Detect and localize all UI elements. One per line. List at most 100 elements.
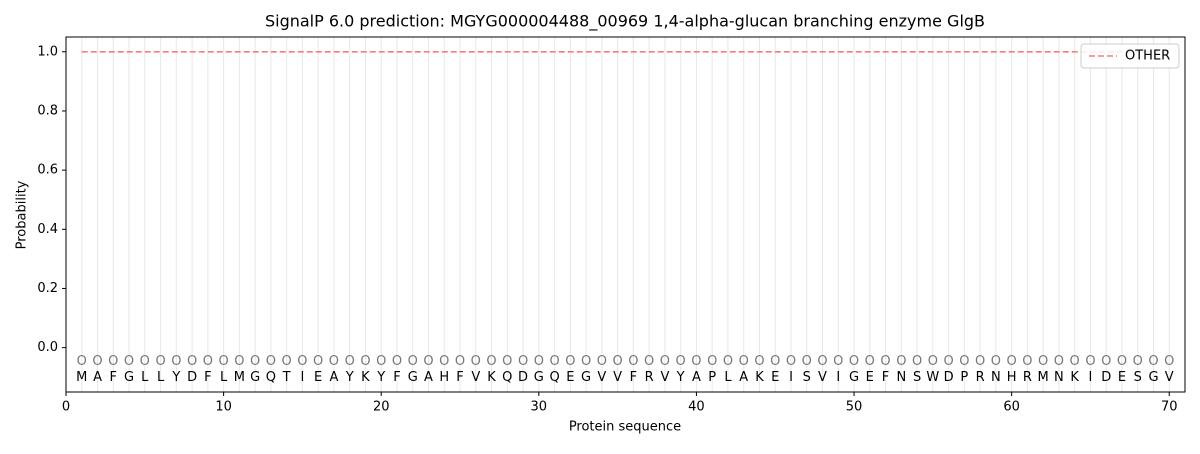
region-label: O bbox=[581, 354, 591, 369]
region-label: O bbox=[534, 354, 544, 369]
region-label: O bbox=[912, 354, 922, 369]
plot-frame bbox=[65, 36, 1186, 393]
residue-label: V bbox=[660, 370, 669, 385]
residue-label: W bbox=[926, 370, 939, 385]
residue-label: D bbox=[518, 370, 528, 385]
residue-label: G bbox=[1148, 370, 1158, 385]
region-label: O bbox=[880, 354, 890, 369]
residue-label: R bbox=[976, 370, 985, 385]
residue-label: I bbox=[789, 370, 793, 385]
residue-label: I bbox=[300, 370, 304, 385]
region-label: O bbox=[439, 354, 449, 369]
region-label: O bbox=[1117, 354, 1127, 369]
residue-label: Y bbox=[676, 370, 685, 385]
region-label: O bbox=[975, 354, 985, 369]
residue-label: L bbox=[724, 370, 732, 385]
region-label: O bbox=[408, 354, 418, 369]
residue-label: Y bbox=[171, 370, 180, 385]
residue-label: E bbox=[314, 370, 322, 385]
residue-label: P bbox=[960, 370, 968, 385]
residue-label: G bbox=[534, 370, 544, 385]
region-label: O bbox=[1101, 354, 1111, 369]
residue-label: P bbox=[708, 370, 716, 385]
residue-label: H bbox=[439, 370, 449, 385]
region-label: O bbox=[1085, 354, 1095, 369]
region-label: O bbox=[1148, 354, 1158, 369]
region-label: O bbox=[833, 354, 843, 369]
residue-label: V bbox=[597, 370, 606, 385]
residue-label: D bbox=[1101, 370, 1111, 385]
x-tick-label: 10 bbox=[215, 400, 232, 415]
region-label: O bbox=[282, 354, 292, 369]
region-label: O bbox=[124, 354, 134, 369]
residue-label: F bbox=[110, 370, 117, 385]
residue-label: N bbox=[1054, 370, 1064, 385]
region-label: O bbox=[770, 354, 780, 369]
region-label: O bbox=[1164, 354, 1174, 369]
residue-label: A bbox=[692, 370, 701, 385]
region-label: O bbox=[1070, 354, 1080, 369]
y-tick-label: 0.2 bbox=[37, 281, 58, 296]
residue-label: D bbox=[187, 370, 197, 385]
x-tick-label: 40 bbox=[688, 400, 705, 415]
region-label: O bbox=[77, 354, 87, 369]
residue-label: V bbox=[818, 370, 827, 385]
region-label: O bbox=[613, 354, 623, 369]
residue-label: F bbox=[393, 370, 400, 385]
region-label: O bbox=[943, 354, 953, 369]
y-tick-label: 0.6 bbox=[37, 163, 58, 178]
legend-label: OTHER bbox=[1125, 49, 1170, 64]
legend-box bbox=[1080, 43, 1180, 69]
residue-label: S bbox=[1134, 370, 1142, 385]
region-label: O bbox=[140, 354, 150, 369]
region-label: O bbox=[628, 354, 638, 369]
y-tick-label: 0.0 bbox=[37, 340, 58, 355]
residue-label: A bbox=[329, 370, 338, 385]
x-tick-label: 70 bbox=[1161, 400, 1178, 415]
region-label: O bbox=[549, 354, 559, 369]
region-label: O bbox=[423, 354, 433, 369]
residue-label: N bbox=[896, 370, 906, 385]
residue-label: M bbox=[234, 370, 245, 385]
y-tick-label: 0.4 bbox=[37, 222, 58, 237]
residue-label: F bbox=[630, 370, 637, 385]
legend: OTHER bbox=[1080, 43, 1180, 69]
residue-label: G bbox=[124, 370, 134, 385]
residue-label: E bbox=[1118, 370, 1126, 385]
region-label: O bbox=[1022, 354, 1032, 369]
region-label: O bbox=[660, 354, 670, 369]
region-label: O bbox=[486, 354, 496, 369]
region-label: O bbox=[739, 354, 749, 369]
region-label: O bbox=[1038, 354, 1048, 369]
region-label: O bbox=[171, 354, 181, 369]
region-label: O bbox=[155, 354, 165, 369]
region-label: O bbox=[203, 354, 213, 369]
residue-label: H bbox=[1007, 370, 1017, 385]
residue-label: Q bbox=[502, 370, 512, 385]
x-axis-label: Protein sequence bbox=[569, 420, 681, 435]
region-label: O bbox=[108, 354, 118, 369]
residue-label: K bbox=[1070, 370, 1079, 385]
residue-label: Q bbox=[266, 370, 276, 385]
residue-label: L bbox=[220, 370, 228, 385]
residue-label: S bbox=[913, 370, 921, 385]
residue-label: I bbox=[1089, 370, 1093, 385]
region-label: O bbox=[1133, 354, 1143, 369]
region-label: O bbox=[360, 354, 370, 369]
region-label: O bbox=[849, 354, 859, 369]
region-label: O bbox=[754, 354, 764, 369]
region-label: O bbox=[297, 354, 307, 369]
residue-label: V bbox=[613, 370, 622, 385]
residue-label: M bbox=[1038, 370, 1049, 385]
residue-label: L bbox=[141, 370, 149, 385]
region-label: O bbox=[266, 354, 276, 369]
region-label: O bbox=[865, 354, 875, 369]
residue-label: A bbox=[739, 370, 748, 385]
region-label: O bbox=[644, 354, 654, 369]
y-tick-label: 0.8 bbox=[37, 103, 58, 118]
region-label: O bbox=[518, 354, 528, 369]
residue-label: E bbox=[771, 370, 779, 385]
residue-label: F bbox=[456, 370, 463, 385]
region-label: O bbox=[597, 354, 607, 369]
